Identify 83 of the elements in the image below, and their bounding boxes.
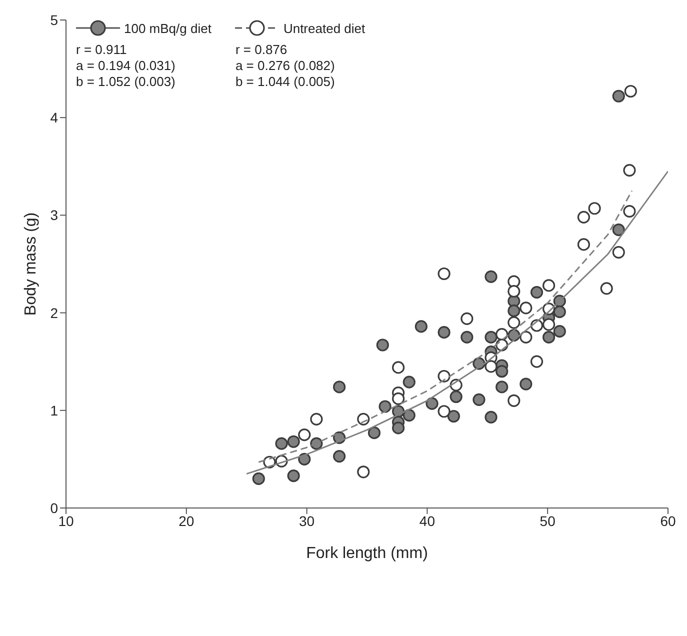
annotation: r = 0.911 <box>76 42 128 58</box>
point <box>298 428 311 442</box>
point <box>530 355 544 368</box>
point <box>623 164 636 177</box>
point <box>392 392 405 405</box>
point <box>520 330 532 344</box>
annotation: a = 0.194 (0.031) <box>76 58 176 74</box>
line-series <box>258 190 633 463</box>
x-tick-label: 50 <box>540 512 556 529</box>
x-tick-label: 40 <box>419 512 436 529</box>
point <box>600 282 613 295</box>
legend-label: Untreated diet <box>283 20 366 36</box>
point <box>438 370 450 383</box>
x-tick-label: 30 <box>299 512 315 529</box>
point <box>310 412 323 426</box>
point <box>520 302 532 314</box>
point <box>624 84 637 98</box>
y-tick-label: 4 <box>50 110 58 126</box>
y-tick-label: 2 <box>50 304 58 321</box>
point <box>472 393 486 406</box>
point <box>310 437 323 450</box>
point <box>438 326 450 339</box>
point <box>438 405 450 418</box>
y-tick-label: 1 <box>50 402 58 418</box>
point <box>438 267 450 280</box>
point <box>287 435 300 448</box>
point <box>520 378 532 390</box>
x-axis-title: Fork length (mm) <box>306 545 428 562</box>
point <box>402 376 416 388</box>
x-tick-label: 20 <box>178 512 194 529</box>
point <box>392 361 405 374</box>
point <box>508 304 520 318</box>
point <box>542 279 556 292</box>
annotation: b = 1.052 (0.003) <box>76 74 176 90</box>
point <box>577 238 590 251</box>
point <box>530 286 544 299</box>
point <box>460 312 474 325</box>
point <box>447 410 460 423</box>
point <box>460 330 474 344</box>
annotation: a = 0.276 (0.082) <box>235 58 336 74</box>
point <box>275 437 288 450</box>
point <box>426 397 438 410</box>
annotation: r = 0.876 <box>235 42 288 58</box>
y-axis-title: Body mass (g) <box>22 212 40 316</box>
legend-label: 100 mBq/g diet <box>124 20 212 36</box>
y-tick-label: 0 <box>50 500 58 516</box>
point <box>542 330 556 344</box>
point <box>588 202 601 215</box>
x-tick-label: 10 <box>58 512 74 529</box>
point <box>333 450 346 463</box>
point <box>508 285 520 298</box>
point <box>508 394 520 407</box>
y-tick-label: 5 <box>50 12 58 28</box>
point <box>542 318 556 331</box>
point <box>414 320 428 333</box>
point <box>553 325 566 338</box>
point <box>484 360 498 373</box>
point <box>484 330 498 344</box>
point <box>298 452 311 466</box>
point <box>508 316 520 329</box>
point <box>450 390 462 404</box>
point <box>333 380 346 394</box>
point <box>496 365 508 378</box>
point <box>623 204 636 218</box>
point <box>402 408 416 422</box>
point <box>376 338 389 352</box>
x-tick-label: 60 <box>660 512 676 529</box>
y-tick-label: 3 <box>50 207 58 224</box>
point <box>612 90 625 102</box>
point <box>553 306 566 318</box>
point <box>612 224 625 236</box>
point <box>577 210 590 224</box>
point <box>484 270 498 283</box>
annotation: b = 1.044 (0.005) <box>235 74 336 90</box>
point <box>287 469 300 482</box>
point <box>378 400 392 413</box>
point <box>252 472 265 486</box>
point <box>484 410 498 424</box>
point <box>612 246 625 259</box>
point <box>357 466 370 478</box>
point <box>496 380 508 394</box>
point <box>368 426 381 440</box>
point <box>392 422 405 434</box>
